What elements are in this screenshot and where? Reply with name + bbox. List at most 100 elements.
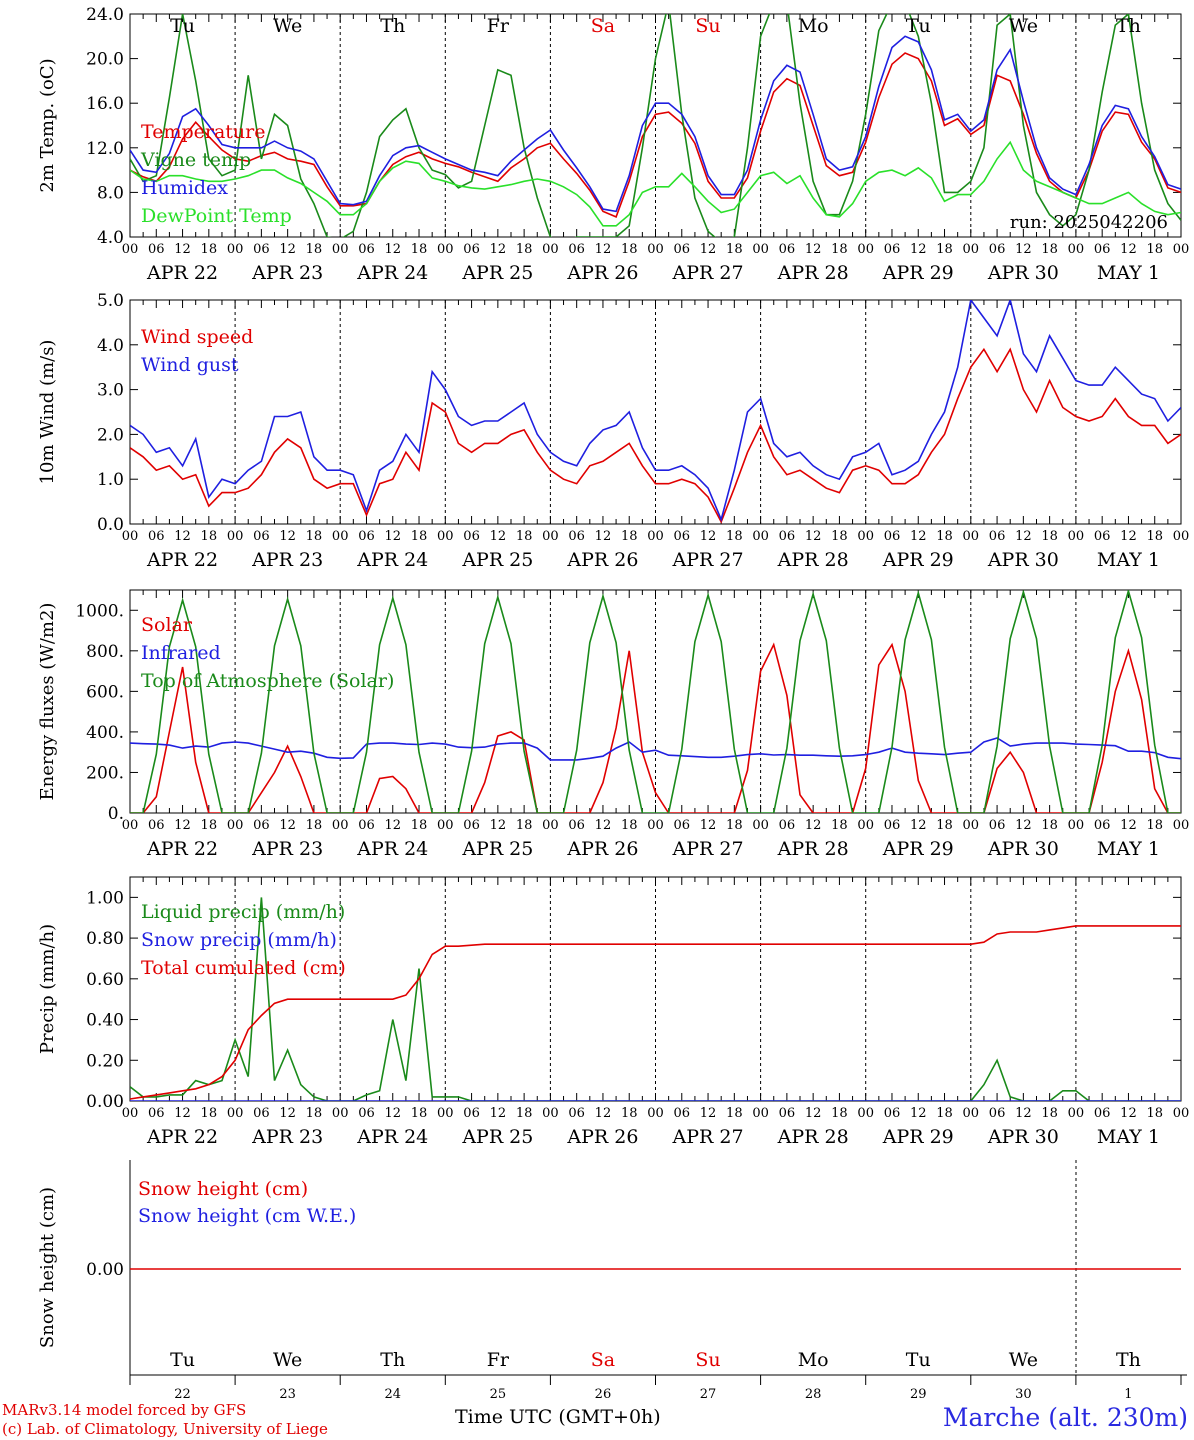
hour-tick-label: 00 bbox=[332, 529, 349, 544]
hour-tick-label: 00 bbox=[857, 1106, 874, 1121]
legend-entry: Snow height (cm) bbox=[138, 1178, 308, 1200]
y-tick-label: 1.00 bbox=[86, 888, 124, 908]
hour-tick-label: 00 bbox=[1068, 242, 1085, 257]
hour-tick-label: 00 bbox=[963, 529, 980, 544]
hour-tick-label: 12 bbox=[279, 242, 296, 257]
date-label: APR 22 bbox=[146, 1126, 218, 1148]
hour-tick-label: 12 bbox=[1015, 242, 1032, 257]
hour-tick-label: 12 bbox=[490, 818, 507, 833]
hour-tick-label: 18 bbox=[516, 818, 533, 833]
hour-tick-label: 12 bbox=[279, 818, 296, 833]
legend-entry: Infrared bbox=[141, 642, 221, 664]
hour-tick-label: 12 bbox=[1015, 1106, 1032, 1121]
series-line-1-3 bbox=[130, 35, 1181, 213]
hour-tick-label: 06 bbox=[253, 818, 270, 833]
date-label: APR 27 bbox=[672, 549, 744, 571]
hour-tick-label: 00 bbox=[1173, 818, 1190, 833]
hour-tick-label: 12 bbox=[1015, 529, 1032, 544]
y-tick-label: 0.00 bbox=[86, 1260, 124, 1280]
y-tick-label: 0.00 bbox=[86, 1092, 124, 1112]
hour-tick-label: 12 bbox=[490, 242, 507, 257]
hour-tick-label: 18 bbox=[1041, 242, 1058, 257]
hour-tick-label: 18 bbox=[1146, 529, 1163, 544]
hour-tick-label: 00 bbox=[647, 818, 664, 833]
hour-tick-label: 18 bbox=[831, 529, 848, 544]
hour-tick-label: 18 bbox=[306, 529, 323, 544]
hour-tick-label: 00 bbox=[963, 242, 980, 257]
hour-tick-label: 12 bbox=[910, 529, 927, 544]
hour-tick-label: 18 bbox=[936, 242, 953, 257]
hour-tick-label: 06 bbox=[779, 818, 796, 833]
y-tick-label: 8.0 bbox=[97, 183, 124, 203]
day-number: 26 bbox=[595, 1387, 612, 1402]
hour-tick-label: 06 bbox=[358, 818, 375, 833]
legend-entry: Top of Atmosphere (Solar) bbox=[141, 670, 394, 692]
y-axis-title: Precip (mm/h) bbox=[37, 924, 58, 1054]
panel-3 bbox=[129, 589, 1182, 814]
hour-tick-label: 06 bbox=[989, 1106, 1006, 1121]
hour-tick-label: 06 bbox=[989, 818, 1006, 833]
date-label: MAY 1 bbox=[1097, 549, 1160, 571]
series-line-1-1 bbox=[130, 52, 1181, 218]
date-label: APR 25 bbox=[461, 1126, 533, 1148]
hour-tick-label: 18 bbox=[831, 242, 848, 257]
hour-tick-label: 12 bbox=[805, 242, 822, 257]
date-label: APR 24 bbox=[356, 262, 428, 284]
hour-tick-label: 00 bbox=[1068, 1106, 1085, 1121]
date-label: APR 30 bbox=[987, 1126, 1059, 1148]
day-name: Th bbox=[380, 1349, 405, 1371]
day-name: Mo bbox=[798, 15, 829, 37]
hour-tick-label: 00 bbox=[647, 529, 664, 544]
hour-tick-label: 12 bbox=[1015, 818, 1032, 833]
hour-tick-label: 18 bbox=[201, 818, 218, 833]
hour-tick-label: 18 bbox=[621, 529, 638, 544]
y-tick-label: 0.40 bbox=[86, 1011, 124, 1031]
hour-tick-label: 18 bbox=[831, 818, 848, 833]
hour-tick-label: 18 bbox=[411, 1106, 428, 1121]
hour-tick-label: 12 bbox=[1120, 529, 1137, 544]
hour-tick-label: 00 bbox=[227, 529, 244, 544]
date-label: APR 28 bbox=[777, 262, 849, 284]
hour-tick-label: 12 bbox=[805, 1106, 822, 1121]
hour-tick-label: 12 bbox=[279, 529, 296, 544]
hour-tick-label: 06 bbox=[463, 529, 480, 544]
hour-tick-label: 18 bbox=[516, 242, 533, 257]
hour-tick-label: 18 bbox=[1041, 818, 1058, 833]
x-axis-title: Time UTC (GMT+0h) bbox=[455, 1406, 661, 1428]
y-tick-label: 4.0 bbox=[97, 228, 124, 248]
day-name: Su bbox=[695, 15, 720, 37]
hour-tick-label: 00 bbox=[122, 818, 139, 833]
hour-tick-label: 06 bbox=[148, 529, 165, 544]
hour-tick-label: 00 bbox=[542, 242, 559, 257]
date-label: APR 24 bbox=[356, 1126, 428, 1148]
date-label: APR 23 bbox=[251, 262, 323, 284]
hour-tick-label: 18 bbox=[936, 529, 953, 544]
hour-tick-label: 18 bbox=[516, 529, 533, 544]
date-label: APR 24 bbox=[356, 838, 428, 860]
date-label: APR 26 bbox=[566, 549, 638, 571]
date-label: APR 22 bbox=[146, 549, 218, 571]
day-number: 25 bbox=[490, 1387, 507, 1402]
date-label: APR 30 bbox=[987, 838, 1059, 860]
hour-tick-label: 06 bbox=[358, 242, 375, 257]
hour-tick-label: 00 bbox=[1068, 529, 1085, 544]
hour-tick-label: 18 bbox=[1146, 242, 1163, 257]
hour-tick-label: 18 bbox=[621, 818, 638, 833]
y-tick-label: 24.0 bbox=[86, 5, 124, 25]
date-label: APR 26 bbox=[566, 1126, 638, 1148]
hour-tick-label: 18 bbox=[1041, 529, 1058, 544]
hour-tick-label: 18 bbox=[621, 242, 638, 257]
y-axis-title: Snow height (cm) bbox=[37, 1187, 58, 1348]
hour-tick-label: 12 bbox=[700, 818, 717, 833]
series-line-4-3 bbox=[130, 925, 1181, 1100]
hour-tick-label: 06 bbox=[779, 529, 796, 544]
hour-tick-label: 00 bbox=[227, 1106, 244, 1121]
hour-tick-label: 00 bbox=[1173, 529, 1190, 544]
hour-tick-label: 06 bbox=[674, 242, 691, 257]
hour-tick-label: 00 bbox=[227, 242, 244, 257]
date-label: APR 29 bbox=[882, 838, 954, 860]
hour-tick-label: 12 bbox=[700, 242, 717, 257]
hour-tick-label: 00 bbox=[122, 1106, 139, 1121]
hour-tick-label: 18 bbox=[306, 818, 323, 833]
hour-tick-label: 12 bbox=[174, 818, 191, 833]
